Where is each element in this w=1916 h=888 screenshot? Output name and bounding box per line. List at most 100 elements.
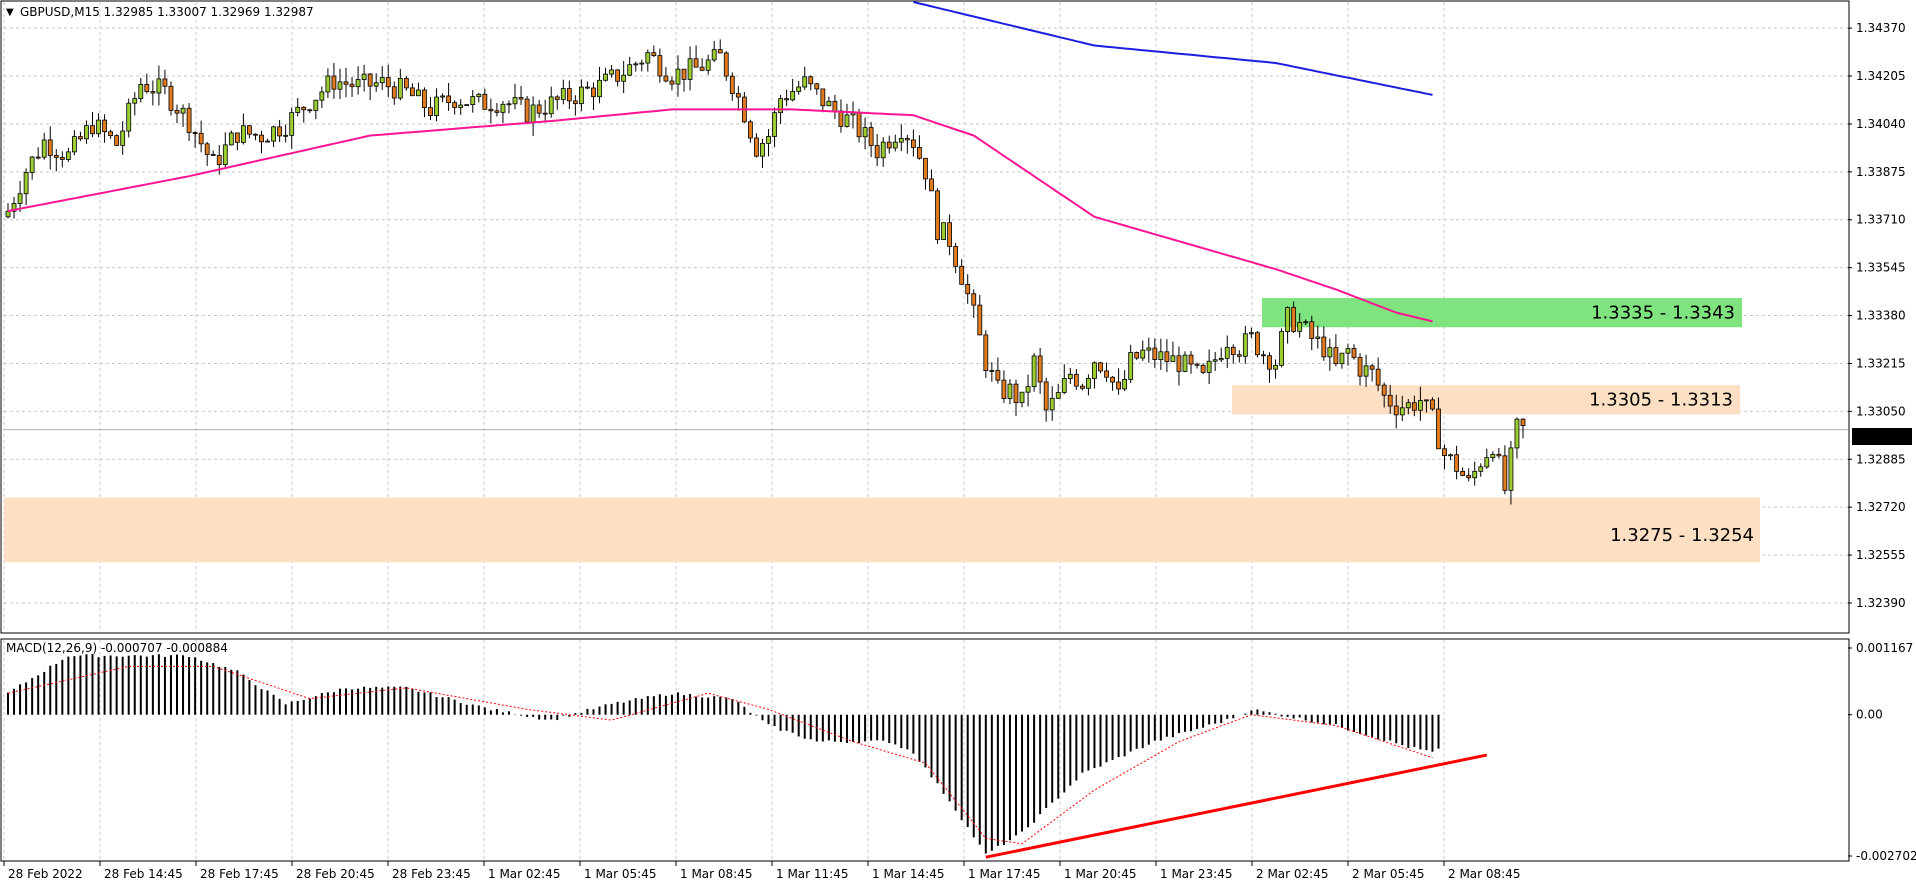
candle-body xyxy=(651,52,657,57)
candle-body xyxy=(754,137,759,157)
candle-body xyxy=(814,83,820,90)
candle-body xyxy=(180,107,186,114)
candle-body xyxy=(766,136,771,144)
symbol-header: GBPUSD,M15 1.32985 1.33007 1.32969 1.329… xyxy=(20,5,314,19)
candle-body xyxy=(186,107,192,133)
candle-body xyxy=(1055,392,1061,399)
candle-body xyxy=(1417,400,1423,411)
candle-body xyxy=(518,97,524,100)
candle-body xyxy=(1478,466,1484,472)
macd-tick-label: 0.00 xyxy=(1856,708,1883,722)
dropdown-arrow-icon[interactable]: ▼ xyxy=(6,7,14,18)
zone-label: 1.3275 - 1.3254 xyxy=(1610,525,1754,546)
current-price-label: 1.32987 xyxy=(1856,430,1906,444)
candle-body xyxy=(663,75,669,82)
price-tick-label: 1.34205 xyxy=(1856,69,1906,83)
candle-body xyxy=(826,100,832,107)
candle-body xyxy=(367,73,373,87)
price-tick-label: 1.34040 xyxy=(1856,117,1906,131)
candle-body xyxy=(1502,455,1508,491)
candle-body xyxy=(295,106,301,113)
candle-body xyxy=(1182,354,1188,372)
candle-body xyxy=(222,144,228,166)
candle-body xyxy=(566,88,572,102)
candle-body xyxy=(96,119,101,135)
candle-body xyxy=(735,93,741,98)
candle-body xyxy=(723,52,729,77)
candle-body xyxy=(808,76,814,85)
candle-body xyxy=(361,73,367,80)
time-tick-label: 1 Mar 20:45 xyxy=(1064,867,1137,881)
candle-body xyxy=(1176,355,1182,372)
candle-body xyxy=(192,132,198,134)
candle-body xyxy=(1393,405,1399,416)
candle-body xyxy=(168,85,174,111)
zone-label: 1.3305 - 1.3313 xyxy=(1589,390,1733,411)
candle-body xyxy=(941,222,946,241)
candle-body xyxy=(29,156,35,173)
candle-body xyxy=(953,246,959,267)
macd-signal-line xyxy=(7,665,1433,845)
candle-body xyxy=(1140,349,1146,359)
candle-body xyxy=(597,79,602,98)
candle-body xyxy=(247,125,252,135)
candle-body xyxy=(500,103,506,113)
candle-body xyxy=(935,190,940,241)
candle-body xyxy=(228,132,234,146)
candle-body xyxy=(657,55,663,77)
candle-body xyxy=(440,95,445,98)
candle-body xyxy=(1472,470,1478,479)
candle-body xyxy=(1315,336,1321,339)
candle-body xyxy=(1007,383,1013,399)
price-zone xyxy=(1262,298,1742,328)
candle-body xyxy=(554,96,560,100)
candle-body xyxy=(1411,402,1417,411)
candle-body xyxy=(868,127,874,146)
candle-body xyxy=(41,139,47,158)
time-tick-label: 2 Mar 02:45 xyxy=(1256,867,1329,881)
candle-body xyxy=(1001,379,1007,399)
candle-body xyxy=(615,69,621,82)
time-tick-label: 28 Feb 23:45 xyxy=(392,867,471,881)
candle-body xyxy=(693,58,699,68)
candle-body xyxy=(1381,384,1387,396)
candle-body xyxy=(1424,399,1429,402)
candle-body xyxy=(1134,352,1140,359)
candle-body xyxy=(337,81,343,90)
candle-body xyxy=(760,142,765,157)
candle-body xyxy=(277,126,283,137)
candle-body xyxy=(627,64,633,76)
candle-body xyxy=(886,141,892,149)
candle-body xyxy=(343,81,349,85)
current-price-box xyxy=(1852,428,1912,445)
candle-body xyxy=(1508,447,1514,491)
candle-body xyxy=(1321,336,1327,358)
candle-body xyxy=(1466,475,1472,479)
moving-averages xyxy=(7,1,1433,323)
candle-body xyxy=(1098,362,1103,372)
candle-body xyxy=(204,143,210,155)
candle-body xyxy=(397,78,403,99)
candle-body xyxy=(1104,370,1109,378)
candle-body xyxy=(904,137,910,141)
candle-body xyxy=(416,89,421,97)
candle-body xyxy=(331,75,337,90)
macd xyxy=(7,654,1488,859)
candle-body xyxy=(17,193,23,204)
candle-body xyxy=(1297,322,1303,332)
candle-body xyxy=(494,110,500,113)
candle-body xyxy=(802,76,808,88)
candle-body xyxy=(1236,354,1242,357)
candle-body xyxy=(850,112,856,116)
candle-body xyxy=(959,265,965,285)
candle-body xyxy=(162,78,168,87)
candle-body xyxy=(458,104,464,108)
candle-body xyxy=(1206,360,1212,373)
candle-body xyxy=(639,62,645,65)
moving-average-line xyxy=(7,108,1433,323)
candle-body xyxy=(210,154,216,156)
candles xyxy=(5,39,1526,505)
candle-body xyxy=(102,119,107,133)
